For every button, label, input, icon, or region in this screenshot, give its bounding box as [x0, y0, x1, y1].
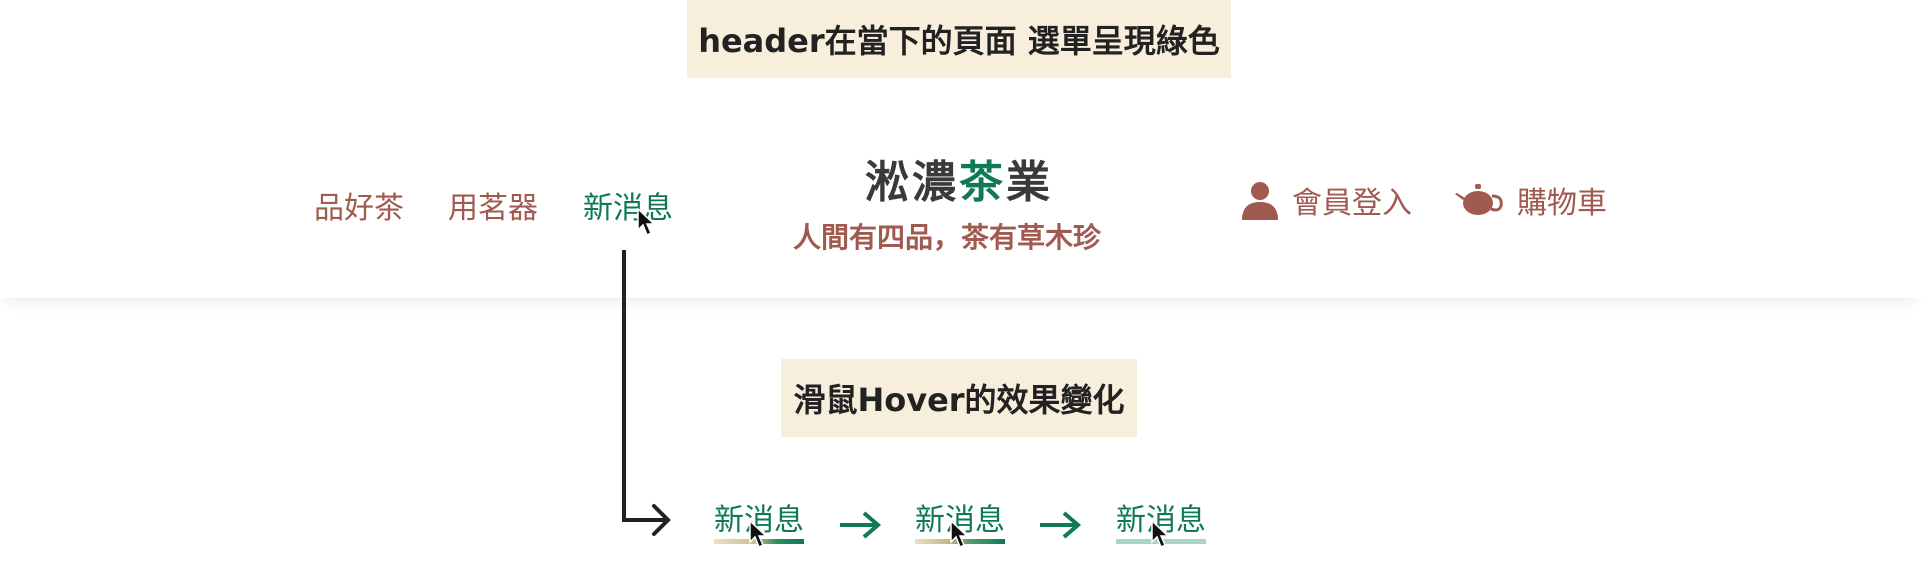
member-login-label: 會員登入 [1292, 186, 1412, 221]
brand-text-part1: 淞濃 [865, 157, 959, 208]
brand-text-part2: 業 [1006, 157, 1053, 208]
nav-item-tea[interactable]: 品好茶 [314, 191, 404, 226]
hover-state-mid: 新消息 [915, 495, 1005, 549]
brand-text-highlight: 茶 [959, 157, 1006, 208]
member-login-link[interactable]: 會員登入 [1240, 178, 1412, 222]
hover-state-start: 新消息 [714, 495, 804, 549]
annotation-hover-note: 滑鼠Hover的效果變化 [781, 359, 1137, 437]
mouse-cursor-icon [637, 208, 656, 237]
teapot-icon [1455, 184, 1503, 215]
nav-item-utensils[interactable]: 用茗器 [448, 191, 538, 226]
nav-item-news[interactable]: 新消息 [583, 191, 673, 226]
cart-link[interactable]: 購物車 [1455, 178, 1607, 222]
arrow-right-icon [840, 511, 882, 539]
site-header: 品好茶 用茗器 新消息 淞濃茶業 人間有四品，茶有草木珍 會員登入 購物車 [0, 78, 1921, 298]
hover-state-end: 新消息 [1116, 495, 1206, 549]
flow-connector-arrow [622, 250, 671, 536]
arrow-right-icon [1040, 511, 1082, 539]
mouse-cursor-icon [749, 520, 768, 549]
user-icon [1242, 182, 1278, 220]
mouse-cursor-icon [950, 520, 969, 549]
cart-label: 購物車 [1517, 186, 1607, 221]
brand-logo[interactable]: 淞濃茶業 [865, 146, 1053, 210]
annotation-current-page-note: header在當下的頁面 選單呈現綠色 [687, 0, 1231, 78]
mouse-cursor-icon [1151, 520, 1170, 549]
brand-slogan: 人間有四品，茶有草木珍 [793, 221, 1102, 254]
